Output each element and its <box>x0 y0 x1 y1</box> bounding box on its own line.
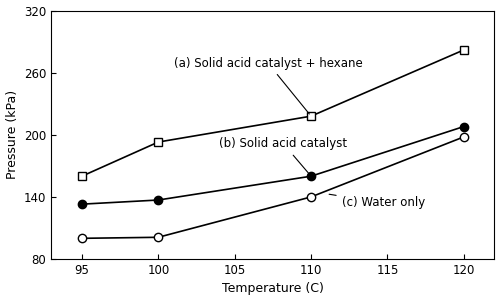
Text: (c) Water only: (c) Water only <box>329 194 425 209</box>
Text: (b) Solid acid catalyst: (b) Solid acid catalyst <box>220 137 348 174</box>
X-axis label: Temperature (C): Temperature (C) <box>222 282 324 296</box>
Y-axis label: Pressure (kPa): Pressure (kPa) <box>6 90 18 179</box>
Text: (a) Solid acid catalyst + hexane: (a) Solid acid catalyst + hexane <box>174 57 362 114</box>
